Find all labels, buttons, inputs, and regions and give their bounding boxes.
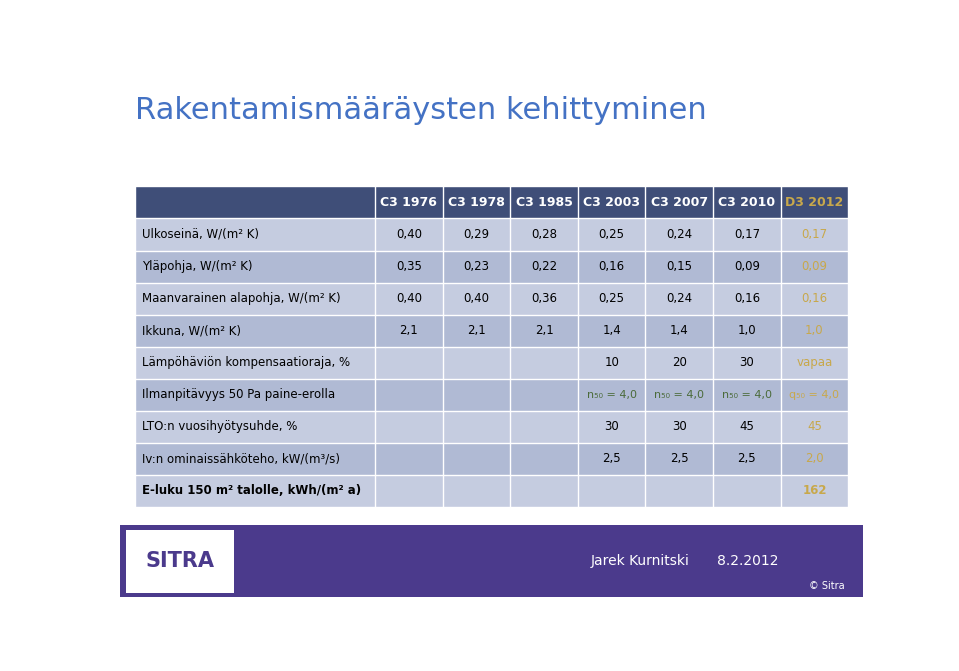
Text: 0,29: 0,29	[463, 228, 489, 241]
Text: 0,25: 0,25	[598, 292, 624, 305]
Bar	[134, 282, 849, 315]
Text: © Sitra: © Sitra	[808, 581, 845, 591]
Text: C3 2010: C3 2010	[718, 196, 776, 209]
Text: C3 1978: C3 1978	[448, 196, 504, 209]
Text: 0,16: 0,16	[734, 292, 760, 305]
Bar	[713, 187, 781, 219]
Text: 30: 30	[672, 420, 687, 433]
Text: Iv:n ominaissähköteho, kW/(m³/s): Iv:n ominaissähköteho, kW/(m³/s)	[142, 452, 340, 465]
Text: Ulkoseinä, W/(m² K): Ulkoseinä, W/(m² K)	[142, 228, 259, 241]
Text: 0,40: 0,40	[463, 292, 489, 305]
Bar	[645, 187, 713, 219]
Text: 0,15: 0,15	[667, 260, 692, 273]
Bar	[134, 219, 849, 250]
Text: 0,22: 0,22	[531, 260, 557, 273]
Text: 2,5: 2,5	[737, 452, 756, 465]
Text: 8.2.2012: 8.2.2012	[717, 554, 779, 568]
Text: 0,40: 0,40	[396, 292, 422, 305]
Text: 0,17: 0,17	[802, 228, 828, 241]
Text: C3 1976: C3 1976	[381, 196, 437, 209]
Text: vapaa: vapaa	[796, 356, 832, 369]
Text: q₅₀ = 4,0: q₅₀ = 4,0	[789, 390, 839, 400]
Text: 2,1: 2,1	[535, 324, 553, 337]
Text: 0,36: 0,36	[531, 292, 557, 305]
Text: Jarek Kurnitski: Jarek Kurnitski	[591, 554, 690, 568]
Text: 0,28: 0,28	[531, 228, 557, 241]
Bar	[134, 347, 849, 378]
Text: Ilmanpitävyys 50 Pa paine-erolla: Ilmanpitävyys 50 Pa paine-erolla	[142, 388, 336, 401]
Bar	[134, 378, 849, 411]
Text: 0,09: 0,09	[734, 260, 760, 273]
Text: LTO:n vuosihyötysuhde, %: LTO:n vuosihyötysuhde, %	[142, 420, 297, 433]
Text: 2,0: 2,0	[806, 452, 824, 465]
Bar	[134, 443, 849, 475]
Text: 0,16: 0,16	[802, 292, 828, 305]
Text: 0,25: 0,25	[598, 228, 624, 241]
Text: 2,5: 2,5	[670, 452, 689, 465]
Text: 0,17: 0,17	[734, 228, 760, 241]
Bar	[120, 525, 863, 597]
Text: D3 2012: D3 2012	[785, 196, 844, 209]
Text: E-luku 150 m² talolle, kWh/(m² a): E-luku 150 m² talolle, kWh/(m² a)	[142, 484, 362, 497]
Bar	[510, 187, 578, 219]
Text: 20: 20	[672, 356, 687, 369]
Text: 0,09: 0,09	[802, 260, 828, 273]
Bar	[134, 315, 849, 347]
Text: Rakentamismääräysten kehittyminen: Rakentamismääräysten kehittyminen	[134, 96, 707, 125]
Bar	[134, 411, 849, 443]
Text: SITRA: SITRA	[145, 551, 214, 571]
Text: Yläpohja, W/(m² K): Yläpohja, W/(m² K)	[142, 260, 252, 273]
Text: 0,16: 0,16	[598, 260, 624, 273]
Text: 2,1: 2,1	[467, 324, 486, 337]
Text: n₅₀ = 4,0: n₅₀ = 4,0	[722, 390, 772, 400]
Text: 0,40: 0,40	[396, 228, 422, 241]
Bar	[134, 187, 375, 219]
Text: n₅₀ = 4,0: n₅₀ = 4,0	[654, 390, 704, 400]
Text: 45: 45	[807, 420, 822, 433]
Text: C3 2003: C3 2003	[583, 196, 641, 209]
Text: 0,35: 0,35	[396, 260, 422, 273]
Bar	[578, 187, 645, 219]
Text: 30: 30	[604, 420, 619, 433]
Bar	[134, 475, 849, 507]
Text: 1,0: 1,0	[737, 324, 756, 337]
Text: 0,24: 0,24	[667, 228, 692, 241]
Text: 10: 10	[604, 356, 620, 369]
Text: 0,24: 0,24	[667, 292, 692, 305]
Text: n₅₀ = 4,0: n₅₀ = 4,0	[587, 390, 637, 400]
Text: Maanvarainen alapohja, W/(m² K): Maanvarainen alapohja, W/(m² K)	[142, 292, 340, 305]
Bar	[443, 187, 510, 219]
Text: Ikkuna, W/(m² K): Ikkuna, W/(m² K)	[142, 324, 241, 337]
Text: 2,5: 2,5	[602, 452, 621, 465]
Text: 45: 45	[739, 420, 755, 433]
Text: C3 2007: C3 2007	[651, 196, 708, 209]
Text: C3 1985: C3 1985	[516, 196, 573, 209]
Text: 162: 162	[802, 484, 827, 497]
Text: Lämpöhäviön kompensaatioraja, %: Lämpöhäviön kompensaatioraja, %	[142, 356, 350, 369]
Text: 0,23: 0,23	[463, 260, 489, 273]
Text: 2,1: 2,1	[400, 324, 418, 337]
Bar	[781, 187, 849, 219]
Text: 1,0: 1,0	[806, 324, 824, 337]
Bar	[126, 529, 234, 592]
Text: 1,4: 1,4	[670, 324, 689, 337]
Text: 30: 30	[739, 356, 754, 369]
Bar	[375, 187, 443, 219]
Text: 1,4: 1,4	[602, 324, 621, 337]
Bar	[134, 250, 849, 282]
